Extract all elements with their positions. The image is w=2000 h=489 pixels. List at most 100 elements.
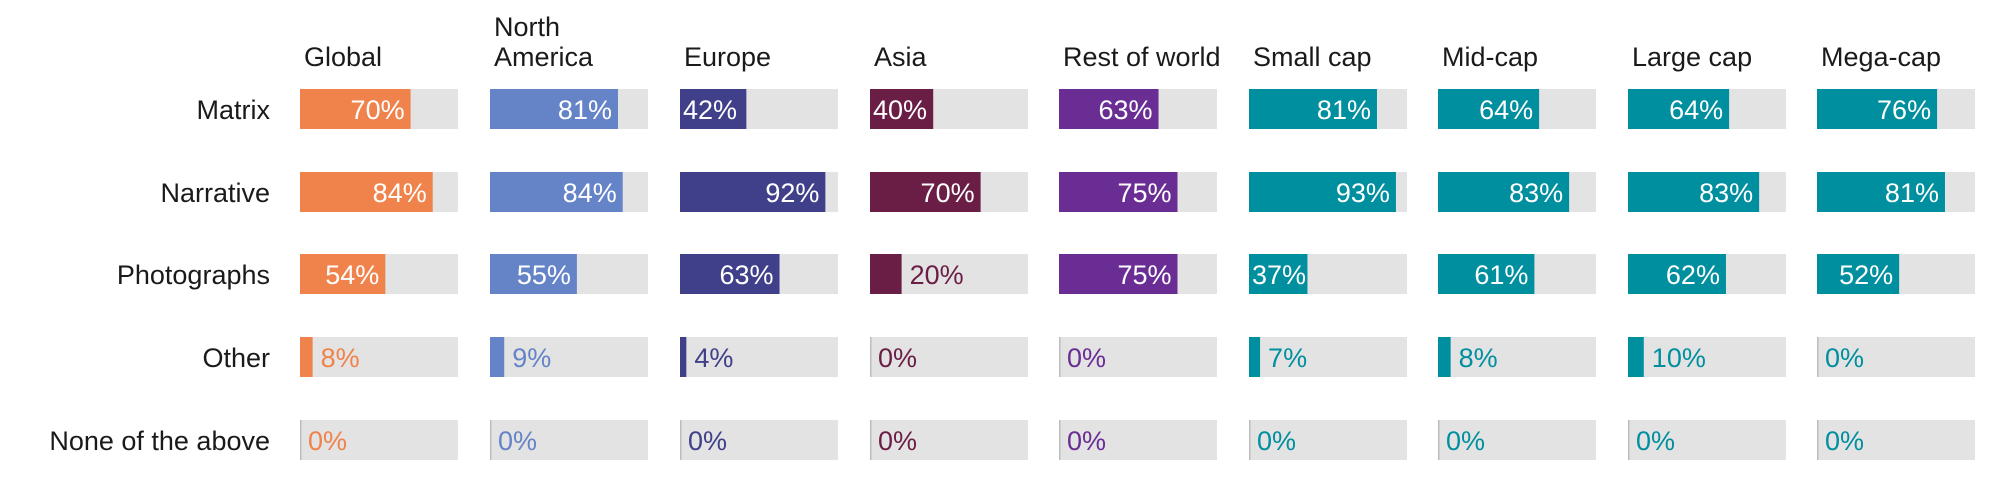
bar (490, 89, 618, 129)
bar-zero-tick (490, 420, 492, 460)
bar (1249, 254, 1308, 294)
data-label: 81% (1317, 95, 1371, 125)
data-label: 54% (325, 260, 379, 290)
bar-track (490, 420, 648, 460)
bar (1628, 172, 1760, 212)
panel-header: Europe (684, 42, 771, 72)
data-label: 70% (921, 178, 975, 208)
data-label: 92% (765, 178, 819, 208)
bar (1817, 172, 1945, 212)
bar-track (1059, 337, 1217, 377)
panel-header: Mid-cap (1442, 42, 1538, 72)
data-label: 0% (688, 426, 727, 456)
panel-header-line: America (494, 42, 594, 72)
bar-track (680, 337, 838, 377)
bar-track (300, 337, 458, 377)
data-label: 64% (1669, 95, 1723, 125)
bar (680, 172, 826, 212)
panel-header: Rest of world (1063, 42, 1221, 72)
bar-track (1628, 337, 1786, 377)
data-label: 63% (719, 260, 773, 290)
data-label: 52% (1839, 260, 1893, 290)
bar-track (1438, 337, 1596, 377)
data-label: 81% (558, 95, 612, 125)
data-label: 0% (1825, 343, 1864, 373)
data-label: 9% (512, 343, 551, 373)
data-label: 20% (910, 260, 964, 290)
bar (490, 254, 577, 294)
bar-zero-tick (1438, 420, 1440, 460)
bar-zero-tick (1059, 420, 1061, 460)
bar (870, 254, 902, 294)
bar-track (1249, 337, 1407, 377)
data-label: 84% (373, 178, 427, 208)
data-label: 0% (1067, 426, 1106, 456)
bar-zero-tick (1628, 420, 1630, 460)
bar-zero-tick (870, 420, 872, 460)
bar-zero-tick (870, 337, 872, 377)
bar-zero-tick (1817, 420, 1819, 460)
bar (1059, 172, 1178, 212)
bar (1438, 337, 1451, 377)
data-label: 93% (1336, 178, 1390, 208)
data-label: 40% (873, 95, 927, 125)
bar-track (300, 420, 458, 460)
data-label: 0% (1446, 426, 1485, 456)
bar (870, 172, 981, 212)
bar (680, 337, 687, 377)
row-label: Photographs (117, 260, 270, 290)
data-label: 84% (563, 178, 617, 208)
row-label: Other (202, 343, 270, 373)
data-label: 83% (1509, 178, 1563, 208)
bar-track (1249, 420, 1407, 460)
data-label: 75% (1117, 260, 1171, 290)
bar-track (490, 337, 648, 377)
bar-track (1817, 337, 1975, 377)
bar (300, 172, 433, 212)
data-label: 0% (308, 426, 347, 456)
panel-header: Small cap (1253, 42, 1372, 72)
bar (1438, 89, 1540, 129)
bar (490, 172, 623, 212)
row-label: None of the above (49, 426, 270, 456)
data-label: 63% (1098, 95, 1152, 125)
data-label: 76% (1877, 95, 1931, 125)
bar (300, 89, 411, 129)
data-label: 0% (878, 426, 917, 456)
bar (1817, 254, 1900, 294)
panel-header: Asia (874, 42, 928, 72)
bar (1628, 89, 1730, 129)
bar (1438, 254, 1535, 294)
data-label: 70% (351, 95, 405, 125)
bar-zero-tick (1817, 337, 1819, 377)
data-label: 8% (1459, 343, 1498, 373)
data-label: 37% (1252, 260, 1306, 290)
data-label: 0% (878, 343, 917, 373)
bar (1249, 89, 1377, 129)
bar-zero-tick (1249, 420, 1251, 460)
data-label: 81% (1885, 178, 1939, 208)
bar (680, 89, 747, 129)
bar (1249, 337, 1261, 377)
bar (1059, 89, 1159, 129)
data-label: 7% (1268, 343, 1307, 373)
bar-zero-tick (1059, 337, 1061, 377)
data-label: 10% (1652, 343, 1706, 373)
bar (1438, 172, 1570, 212)
bar-track (870, 337, 1028, 377)
data-label: 61% (1474, 260, 1528, 290)
bar (490, 337, 505, 377)
data-label: 42% (683, 95, 737, 125)
data-label: 8% (321, 343, 360, 373)
bar-track (1438, 420, 1596, 460)
data-label: 0% (1636, 426, 1675, 456)
data-label: 0% (498, 426, 537, 456)
bar (1628, 254, 1726, 294)
bar-zero-tick (680, 420, 682, 460)
bar (870, 89, 934, 129)
bar-track (1059, 420, 1217, 460)
bar-track (870, 420, 1028, 460)
bar-track (1628, 420, 1786, 460)
